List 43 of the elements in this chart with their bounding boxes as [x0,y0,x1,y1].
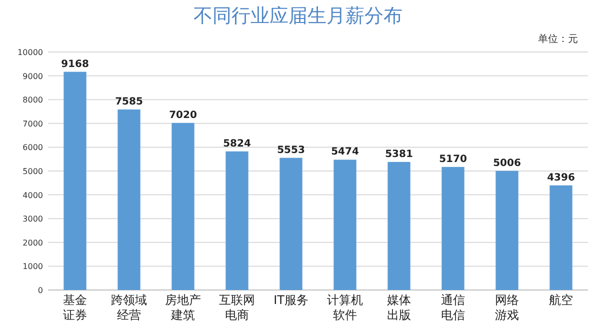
y-tick-label: 6000 [22,143,43,152]
bar [388,162,410,290]
bar [442,166,464,290]
x-tick-label: 网络游戏 [494,293,520,323]
y-tick-label: 0 [38,286,43,295]
bar [64,72,86,290]
x-tick-label: 跨领域经营 [110,293,148,323]
y-tick-label: 7000 [22,119,43,128]
y-tick-label: 4000 [22,190,43,200]
x-tick-label: 媒体出版 [386,293,412,323]
y-tick-label: 5000 [22,167,43,176]
x-tick-label: 基金证券 [62,293,88,323]
y-tick-label: 10000 [18,48,43,57]
bar [172,122,194,290]
data-label: 5824 [223,138,251,150]
data-label: 7020 [169,110,197,121]
y-tick-label: 1000 [22,262,43,272]
data-label: 5553 [277,144,305,156]
x-tick-label: IT服务 [274,293,308,307]
x-tick-label: 房地产建筑 [164,293,202,323]
data-label: 9168 [61,58,89,70]
bar [334,160,356,290]
data-label: 4396 [547,172,575,184]
x-tick-label: 航空 [548,293,574,308]
data-label: 5170 [439,154,467,165]
x-tick-label: 互联网电商 [218,293,256,323]
x-tick-label: 计算机软件 [326,293,364,323]
y-tick-label: 8000 [22,96,43,105]
bar [280,158,302,290]
bar [118,109,140,290]
chart-title: 不同行业应届生月薪分布 [194,5,402,27]
bar [550,185,572,290]
data-label: 5381 [385,148,413,160]
bar [496,170,518,290]
data-label: 5006 [493,158,521,169]
data-label: 5474 [331,146,359,158]
y-tick-label: 9000 [22,72,43,81]
y-tick-label: 2000 [22,238,43,248]
text: 单位：元 [538,33,578,45]
x-tick-label: 通信电信 [440,293,466,323]
bar [226,151,248,290]
y-tick-label: 3000 [22,214,43,224]
data-label: 7585 [115,96,143,108]
